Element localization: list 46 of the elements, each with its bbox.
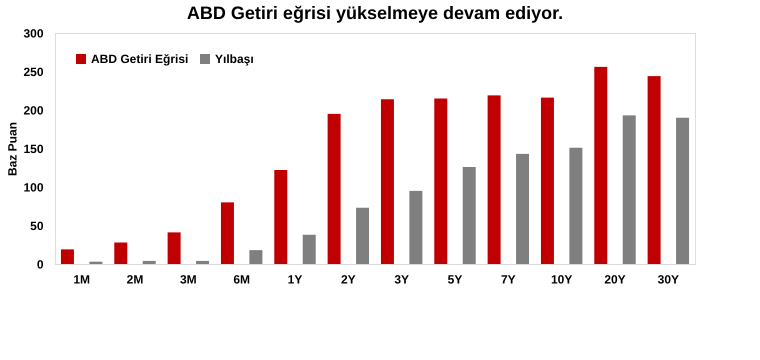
bar	[434, 98, 448, 264]
bar	[249, 250, 262, 264]
bar	[356, 208, 370, 264]
y-tick-label: 300	[23, 26, 44, 40]
x-tick-label: 2Y	[340, 272, 356, 286]
bar	[488, 95, 501, 264]
bar	[409, 190, 422, 264]
x-tick-label: 3Y	[394, 272, 410, 286]
y-tick-label: 100	[23, 180, 44, 194]
x-tick-label: 1M	[73, 272, 90, 286]
bar	[516, 154, 530, 264]
y-tick-label: 250	[23, 65, 44, 79]
y-axis-title: Baz Puan	[5, 122, 20, 176]
bar	[594, 66, 608, 264]
y-tick-label: 200	[23, 104, 44, 118]
x-tick-label: 10Y	[550, 272, 572, 286]
bar	[328, 114, 341, 264]
x-tick-label: 2M	[126, 272, 144, 286]
bar	[220, 202, 234, 264]
bar	[380, 99, 394, 264]
bar	[622, 115, 636, 264]
y-tick-label: 50	[30, 219, 44, 233]
bar	[196, 260, 210, 264]
legend-label: Yılbaşı	[215, 52, 254, 66]
x-tick-label: 5Y	[448, 272, 462, 286]
x-tick-label: 20Y	[604, 272, 626, 286]
x-tick-label: 7Y	[500, 272, 516, 286]
y-tick-label: 150	[23, 142, 44, 156]
x-tick-label: 30Y	[658, 272, 680, 286]
bar	[274, 170, 288, 264]
bar	[168, 232, 181, 264]
x-tick-label: 3M	[180, 272, 197, 286]
chart-title: ABD Getiri eğrisi yükselmeye devam ediyor.	[186, 3, 564, 23]
x-tick-label: 1Y	[288, 272, 302, 286]
bar	[302, 234, 316, 264]
bar	[569, 148, 582, 264]
bar	[676, 118, 690, 264]
bar	[114, 242, 128, 264]
y-tick-label: 0	[36, 258, 44, 272]
bar	[540, 98, 554, 264]
bar	[648, 76, 661, 264]
x-tick-label: 6M	[233, 272, 250, 286]
bar	[60, 249, 74, 264]
bar	[462, 166, 476, 264]
legend-label: ABD Getiri Eğrisi	[91, 52, 188, 66]
bar	[142, 260, 156, 264]
